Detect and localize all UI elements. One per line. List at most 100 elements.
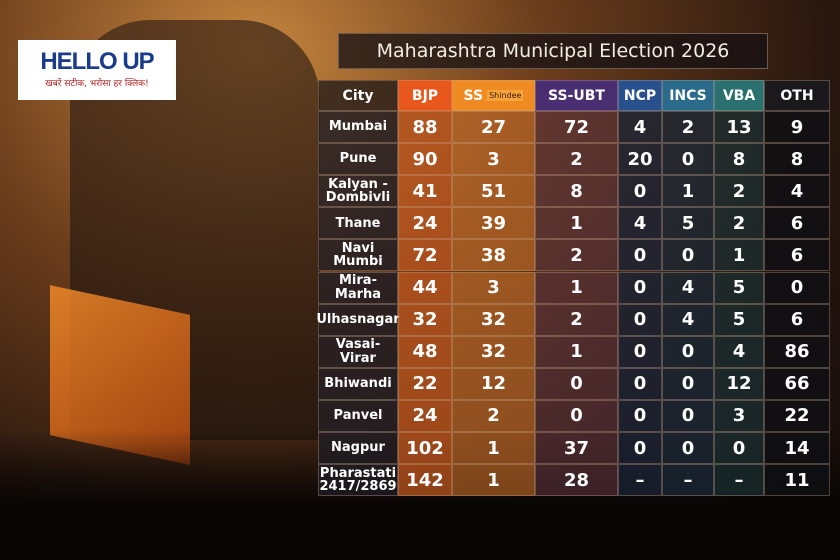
city-cell: Mumbai bbox=[318, 111, 398, 144]
seat-cell: 0 bbox=[535, 367, 618, 400]
seat-cell: 0 bbox=[662, 399, 714, 432]
seat-cell: 0 bbox=[714, 432, 764, 465]
city-cell: Panvel bbox=[318, 399, 398, 432]
seat-cell: 72 bbox=[535, 111, 618, 144]
logo-tagline: खबरें सटीक, भरोसा हर क्लिक! bbox=[45, 79, 149, 89]
seat-cell: 37 bbox=[535, 432, 618, 465]
seat-cell: 24 bbox=[398, 399, 452, 432]
title: Maharashtra Municipal Election 2026 bbox=[338, 33, 768, 69]
seat-cell: 3 bbox=[452, 143, 535, 176]
city-cell: Mira-Marha bbox=[318, 271, 398, 304]
seat-cell: 8 bbox=[535, 175, 618, 208]
city-cell: Pune bbox=[318, 143, 398, 176]
seat-cell: 2 bbox=[535, 143, 618, 176]
seat-cell: – bbox=[714, 464, 764, 497]
logo-name: HELLO UP bbox=[40, 48, 154, 75]
seat-cell: 1 bbox=[452, 464, 535, 497]
city-cell: Bhiwandi bbox=[318, 367, 398, 400]
seat-cell: 1 bbox=[452, 432, 535, 465]
seat-cell: 88 bbox=[398, 111, 452, 144]
city-cell: Vasai-Virar bbox=[318, 335, 398, 368]
seat-cell: 2 bbox=[535, 303, 618, 336]
seat-cell: 142 bbox=[398, 464, 452, 497]
seat-cell: 14 bbox=[764, 432, 830, 465]
seat-cell: 1 bbox=[535, 207, 618, 240]
seat-cell: 1 bbox=[714, 239, 764, 272]
seat-cell: 4 bbox=[662, 271, 714, 304]
seat-cell: 2 bbox=[714, 207, 764, 240]
seat-cell: 0 bbox=[662, 335, 714, 368]
seat-cell: 0 bbox=[662, 143, 714, 176]
seat-cell: 13 bbox=[714, 111, 764, 144]
city-cell: Kalyan - Dombivli bbox=[318, 175, 398, 208]
seat-cell: 0 bbox=[535, 399, 618, 432]
seat-cell: – bbox=[618, 464, 662, 497]
seat-cell: 2 bbox=[452, 399, 535, 432]
seat-cell: 20 bbox=[618, 143, 662, 176]
header-cell: VBA bbox=[714, 80, 764, 111]
seat-cell: 9 bbox=[764, 111, 830, 144]
seat-cell: 0 bbox=[618, 175, 662, 208]
seat-cell: 4 bbox=[618, 207, 662, 240]
header-cell: OTH bbox=[764, 80, 830, 111]
seat-cell: 22 bbox=[764, 399, 830, 432]
seat-cell: 0 bbox=[618, 271, 662, 304]
seat-cell: 0 bbox=[662, 432, 714, 465]
seat-cell: 86 bbox=[764, 335, 830, 368]
seat-cell: 5 bbox=[662, 207, 714, 240]
seat-cell: 1 bbox=[535, 335, 618, 368]
seat-cell: 22 bbox=[398, 367, 452, 400]
seat-cell: 32 bbox=[452, 303, 535, 336]
seat-cell: 48 bbox=[398, 335, 452, 368]
seat-cell: 32 bbox=[398, 303, 452, 336]
logo: HELLO UP खबरें सटीक, भरोसा हर क्लिक! bbox=[18, 40, 176, 100]
seat-cell: 38 bbox=[452, 239, 535, 272]
header-cell: SS Shindee bbox=[452, 80, 535, 111]
header-cell: BJP bbox=[398, 80, 452, 111]
seat-cell: 6 bbox=[764, 207, 830, 240]
seat-cell: 5 bbox=[714, 303, 764, 336]
seat-cell: 12 bbox=[714, 367, 764, 400]
city-cell: Nagpur bbox=[318, 432, 398, 465]
header-cell: NCP bbox=[618, 80, 662, 111]
seat-cell: 27 bbox=[452, 111, 535, 144]
seat-cell: 2 bbox=[662, 111, 714, 144]
seat-cell: 8 bbox=[714, 143, 764, 176]
header-note: Shindee bbox=[487, 90, 524, 101]
seat-cell: 6 bbox=[764, 239, 830, 272]
seat-cell: 39 bbox=[452, 207, 535, 240]
header-cell: City bbox=[318, 80, 398, 111]
seat-cell: 28 bbox=[535, 464, 618, 497]
seat-cell: 12 bbox=[452, 367, 535, 400]
seat-cell: 0 bbox=[618, 335, 662, 368]
seat-cell: 2 bbox=[714, 175, 764, 208]
seat-cell: 1 bbox=[535, 271, 618, 304]
seat-cell: 0 bbox=[662, 239, 714, 272]
header-cell: SS-UBT bbox=[535, 80, 618, 111]
seat-cell: 51 bbox=[452, 175, 535, 208]
seat-cell: 90 bbox=[398, 143, 452, 176]
header-cell: INCS bbox=[662, 80, 714, 111]
seat-cell: – bbox=[662, 464, 714, 497]
seat-cell: 66 bbox=[764, 367, 830, 400]
seat-cell: 0 bbox=[764, 271, 830, 304]
seat-cell: 0 bbox=[618, 239, 662, 272]
seat-cell: 6 bbox=[764, 303, 830, 336]
seat-cell: 24 bbox=[398, 207, 452, 240]
seat-cell: 11 bbox=[764, 464, 830, 497]
seat-cell: 4 bbox=[618, 111, 662, 144]
city-cell: Navi Mumbi bbox=[318, 239, 398, 272]
seat-cell: 0 bbox=[662, 367, 714, 400]
seat-cell: 72 bbox=[398, 239, 452, 272]
seat-cell: 0 bbox=[618, 367, 662, 400]
seat-cell: 3 bbox=[714, 399, 764, 432]
seat-cell: 4 bbox=[764, 175, 830, 208]
seat-cell: 102 bbox=[398, 432, 452, 465]
seat-cell: 0 bbox=[618, 432, 662, 465]
seat-cell: 4 bbox=[662, 303, 714, 336]
seat-cell: 1 bbox=[662, 175, 714, 208]
seat-cell: 5 bbox=[714, 271, 764, 304]
seat-cell: 44 bbox=[398, 271, 452, 304]
city-cell: Ulhasnagar bbox=[316, 303, 400, 336]
